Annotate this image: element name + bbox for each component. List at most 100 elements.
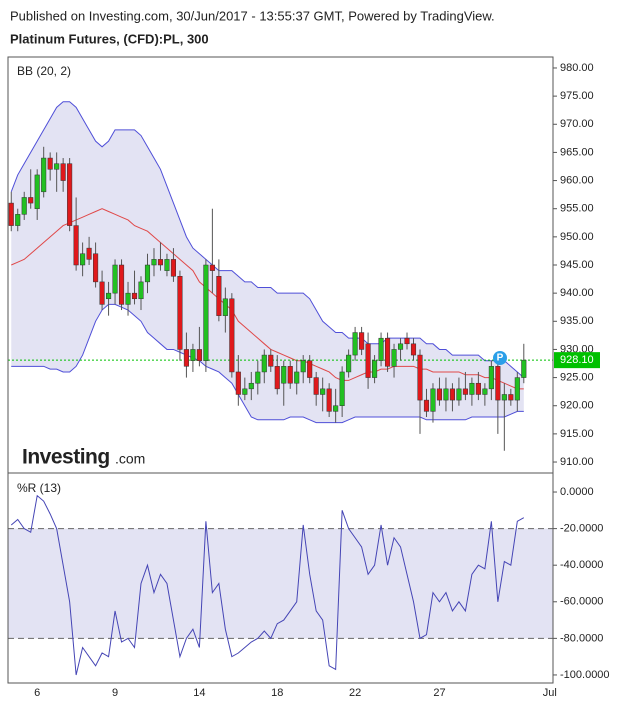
y-tick-label: -20.0000 xyxy=(560,523,603,535)
y-tick-label: -40.0000 xyxy=(560,559,603,571)
candle-body xyxy=(235,371,241,395)
candle-body xyxy=(203,264,209,361)
band-upper xyxy=(10,101,525,378)
candle-body xyxy=(391,349,397,367)
candle-body xyxy=(41,157,47,193)
candle-body xyxy=(80,253,86,266)
candle-body xyxy=(378,337,384,361)
candle-body xyxy=(216,276,222,316)
x-tick-label: Jul xyxy=(543,687,557,699)
candle-body xyxy=(423,399,430,412)
candle-body xyxy=(222,298,228,316)
candle-body xyxy=(229,298,235,373)
y-tick-label: -100.0000 xyxy=(560,669,610,681)
logo: Investing xyxy=(22,446,110,469)
candle-body xyxy=(521,359,527,378)
candle-body xyxy=(164,259,170,271)
candle-body xyxy=(93,253,99,283)
background-layer xyxy=(8,101,553,639)
candle-body xyxy=(190,349,196,361)
y-tick-label: 935.00 xyxy=(560,315,594,327)
candle-body xyxy=(352,332,358,356)
marks-layer xyxy=(8,101,553,676)
header: Published on Investing.com, 30/Jun/2017 … xyxy=(10,8,495,23)
y-tick-label: 910.00 xyxy=(560,456,594,468)
y-tick-label: 955.00 xyxy=(560,203,594,215)
logo-suffix: .com xyxy=(115,451,145,467)
candle-body xyxy=(21,197,27,215)
candle-body xyxy=(86,247,92,260)
band-middle xyxy=(11,208,524,390)
candle-body xyxy=(359,332,365,350)
candle-body xyxy=(118,264,125,305)
line xyxy=(10,494,525,676)
candle-body xyxy=(482,388,488,395)
candle-body xyxy=(99,281,105,305)
y-tick-label: 965.00 xyxy=(560,146,594,158)
candle-body xyxy=(320,388,326,395)
y-tick-label: 970.00 xyxy=(560,118,594,130)
candle-body xyxy=(385,337,391,367)
candle-body xyxy=(410,343,417,356)
candle-body xyxy=(300,360,306,373)
indicator-label: %R (13) xyxy=(17,481,61,495)
candle-body xyxy=(372,360,378,378)
candle-body xyxy=(508,394,514,401)
band-fill xyxy=(11,101,524,423)
candle-body xyxy=(170,259,176,277)
frame xyxy=(7,56,554,684)
x-tick-label: 27 xyxy=(433,687,445,699)
candle-body xyxy=(514,377,520,401)
candle-body xyxy=(131,292,138,300)
candle-body xyxy=(436,388,443,401)
candle-body xyxy=(196,349,202,361)
candle-body xyxy=(183,349,189,367)
candle-body xyxy=(313,377,319,395)
chart-title: Platinum Futures, (CFD):PL, 300 xyxy=(10,31,209,46)
candle-body xyxy=(60,163,66,181)
candle-body xyxy=(138,281,144,300)
candle-body xyxy=(456,388,462,401)
candle-body xyxy=(54,163,60,170)
y-tick-label: 950.00 xyxy=(560,231,594,243)
y-tick-label: 920.00 xyxy=(560,400,594,412)
candle-body xyxy=(397,343,404,350)
y-tick-label: 0.0000 xyxy=(560,486,594,498)
y-tick-label: 925.00 xyxy=(560,371,594,383)
candle-body xyxy=(488,366,494,390)
candle-body xyxy=(475,382,481,395)
level-fill xyxy=(8,528,553,639)
x-tick-label: 14 xyxy=(193,687,205,699)
indicator-label: BB (20, 2) xyxy=(17,64,71,78)
candle-body xyxy=(495,366,501,401)
y-tick-label: 940.00 xyxy=(560,287,594,299)
last-price-label: 928.10 xyxy=(560,354,594,366)
candle-body xyxy=(339,371,345,406)
x-tick-label: 9 xyxy=(112,687,118,699)
candle-body xyxy=(404,337,410,345)
x-tick-label: 6 xyxy=(34,687,40,699)
candle-body xyxy=(125,292,131,305)
candle-body xyxy=(177,276,183,350)
y-tick-label: 980.00 xyxy=(560,62,594,74)
x-tick-label: 22 xyxy=(349,687,361,699)
candle-body xyxy=(261,354,267,373)
candle-body xyxy=(449,388,455,401)
candle-body xyxy=(67,163,73,226)
annotation-marker xyxy=(493,351,507,365)
candle-body xyxy=(430,388,436,412)
candle-body xyxy=(242,388,248,395)
candle-body xyxy=(106,292,112,300)
last-price-box xyxy=(554,352,600,369)
candle-body xyxy=(462,388,468,395)
candle-body xyxy=(307,360,313,378)
annotation: P xyxy=(497,353,504,364)
candle-body xyxy=(209,264,215,271)
band-lower xyxy=(11,303,524,424)
y-tick-label: -60.0000 xyxy=(560,596,603,608)
candle-body xyxy=(346,354,352,373)
candle-body xyxy=(274,366,280,390)
candle-body xyxy=(365,343,371,378)
candle-body xyxy=(326,388,332,412)
